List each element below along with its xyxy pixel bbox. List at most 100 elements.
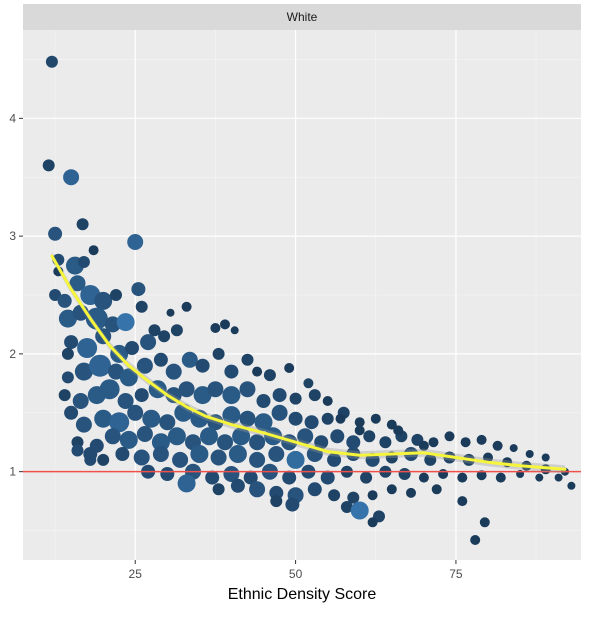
data-point	[160, 467, 175, 481]
data-point	[193, 386, 212, 405]
data-point	[256, 394, 271, 408]
data-point	[365, 452, 380, 467]
data-point	[72, 393, 89, 409]
data-point	[148, 324, 161, 337]
y-tick-label: 3	[9, 229, 16, 243]
data-point	[308, 389, 321, 402]
data-point	[328, 489, 341, 502]
data-point	[254, 413, 273, 432]
data-point	[117, 393, 134, 409]
data-point	[64, 335, 79, 350]
data-point	[249, 451, 266, 468]
data-point	[327, 452, 342, 467]
data-point	[177, 474, 196, 493]
data-point	[195, 358, 210, 373]
data-point	[64, 405, 79, 420]
data-points	[42, 55, 576, 545]
data-point	[285, 497, 300, 512]
data-point	[272, 388, 287, 403]
data-point	[354, 425, 365, 436]
data-point	[109, 412, 130, 433]
data-point	[354, 417, 365, 428]
data-point	[205, 470, 220, 485]
data-point	[367, 490, 378, 501]
data-point	[158, 330, 171, 343]
facet-label: White	[287, 10, 318, 24]
data-point	[541, 453, 550, 462]
data-point	[347, 491, 360, 504]
data-point	[71, 444, 84, 457]
data-point	[42, 159, 55, 172]
data-point	[321, 412, 334, 425]
data-point	[88, 245, 99, 256]
data-point	[167, 427, 186, 446]
data-point	[99, 379, 120, 400]
data-point	[363, 430, 376, 443]
data-point	[135, 300, 148, 313]
data-point	[212, 483, 225, 496]
data-point	[89, 354, 111, 377]
data-point	[172, 451, 189, 468]
data-point	[418, 472, 429, 483]
data-point	[241, 353, 254, 366]
data-point	[492, 440, 503, 451]
data-point	[386, 419, 397, 430]
data-point	[271, 404, 288, 421]
data-point	[75, 416, 92, 433]
data-point	[386, 484, 397, 495]
data-point	[170, 324, 183, 337]
axis-ticks: 25 50 75 1 2 3 4	[9, 111, 463, 581]
x-axis-title: Ethnic Density Score	[228, 586, 377, 603]
data-point	[94, 291, 113, 310]
data-point	[151, 433, 170, 452]
data-point	[230, 326, 239, 335]
data-point	[223, 466, 240, 482]
data-point	[249, 481, 266, 498]
data-point	[424, 453, 437, 466]
data-point	[165, 387, 182, 404]
data-point	[110, 289, 122, 301]
data-point	[284, 363, 295, 373]
data-point	[63, 169, 80, 186]
y-tick-label: 4	[9, 111, 16, 125]
data-point	[239, 410, 256, 427]
data-point	[212, 347, 225, 360]
data-point	[457, 472, 468, 483]
data-point	[483, 452, 493, 463]
data-point	[61, 371, 74, 384]
data-point	[304, 415, 319, 430]
data-point	[370, 413, 381, 424]
data-point	[119, 368, 138, 387]
data-point	[142, 409, 161, 428]
data-point	[57, 293, 72, 308]
data-point	[69, 275, 86, 292]
data-point	[263, 369, 276, 382]
data-point	[428, 437, 439, 448]
data-point	[346, 435, 361, 450]
data-point	[136, 426, 153, 442]
data-point	[535, 473, 544, 482]
data-point	[140, 334, 157, 351]
data-point	[525, 450, 534, 458]
data-point	[270, 495, 283, 508]
data-point	[509, 444, 518, 453]
data-point	[125, 341, 139, 355]
data-point	[74, 362, 93, 381]
data-point	[77, 338, 98, 358]
data-point	[48, 226, 63, 241]
data-point	[379, 436, 392, 449]
data-point	[320, 470, 335, 485]
data-point	[303, 378, 314, 389]
data-point	[350, 501, 369, 520]
data-point	[457, 496, 468, 507]
data-point	[268, 446, 285, 462]
y-tick-label: 2	[9, 347, 16, 361]
data-point	[134, 388, 149, 403]
data-point	[222, 386, 241, 405]
data-point	[230, 478, 245, 493]
data-point	[418, 440, 429, 451]
facet-strip	[23, 4, 581, 30]
data-point	[131, 282, 146, 297]
data-point	[178, 381, 195, 398]
